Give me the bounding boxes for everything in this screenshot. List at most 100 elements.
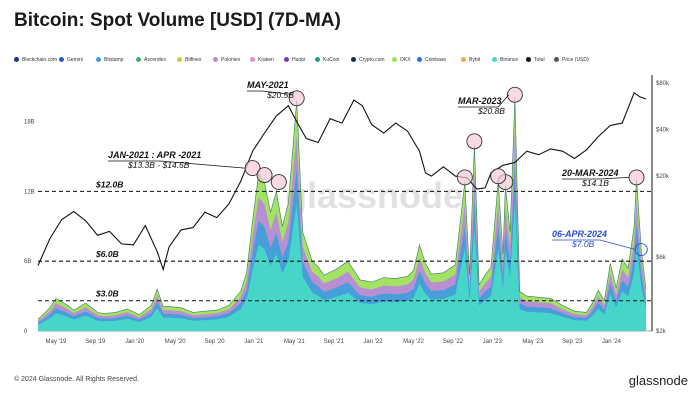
- legend-label: Total: [534, 57, 545, 63]
- x-tick-label: Sep '21: [324, 339, 345, 345]
- x-tick-label: Jan '22: [363, 339, 383, 345]
- legend-swatch: [315, 57, 320, 63]
- highlight-marker: [506, 86, 523, 103]
- annotation-title: MAR-2023: [458, 96, 502, 106]
- highlight-marker: [270, 174, 287, 191]
- copyright-footer: © 2024 Glassnode. All Rights Reserved.: [14, 376, 140, 383]
- legend-item[interactable]: Bitstamp: [96, 57, 123, 63]
- x-tick-label: May '19: [45, 339, 66, 345]
- legend-swatch: [351, 57, 356, 63]
- legend-item[interactable]: OKX: [392, 57, 411, 63]
- legend-item[interactable]: Binance: [492, 57, 518, 63]
- legend-label: OKX: [400, 57, 411, 63]
- legend-label: Bybit: [469, 57, 481, 63]
- legend-label: KuCoin: [323, 57, 340, 63]
- x-tick-label: May '23: [522, 339, 543, 345]
- y-left-tick-label: 6B: [24, 259, 31, 265]
- annotation-leader: [108, 160, 245, 169]
- annotation-title: 20-MAR-2024: [561, 168, 619, 178]
- y-right-tick-label: $2k: [656, 329, 667, 335]
- legend-item[interactable]: Poloniex: [213, 57, 240, 63]
- y-left-tick-label: 12B: [24, 189, 35, 195]
- y-right-tick-label: $80k: [656, 81, 670, 87]
- legend-swatch: [136, 57, 141, 63]
- legend-label: Poloniex: [221, 57, 241, 63]
- legend-label: Coinbase: [425, 57, 447, 63]
- y-left-tick-label: 18B: [24, 120, 35, 126]
- annotation-title: MAY-2021: [247, 80, 289, 90]
- legend-swatch: [213, 57, 218, 63]
- threshold-label: $6.0B: [95, 249, 119, 259]
- legend-item[interactable]: Bybit: [461, 57, 480, 63]
- legend-item[interactable]: Price (USD): [554, 57, 589, 63]
- price-line: [37, 92, 647, 272]
- legend-label: Bitfinex: [185, 57, 202, 63]
- legend-swatch: [284, 57, 289, 63]
- legend-swatch: [250, 57, 255, 63]
- highlight-marker: [628, 169, 645, 186]
- legend-label: Ascendex: [144, 57, 166, 63]
- annotation-value: $20.8B: [477, 106, 505, 116]
- legend-swatch: [14, 57, 19, 63]
- legend-swatch: [461, 57, 466, 63]
- legend-item[interactable]: Kraken: [250, 57, 274, 63]
- legend-swatch: [96, 57, 101, 63]
- annotation-value: $13.3B - $14.5B: [127, 160, 190, 170]
- legend-item[interactable]: Huobi: [284, 57, 305, 63]
- annotation-leader: [458, 94, 510, 108]
- annotation-value: $20.5B: [266, 90, 294, 100]
- x-tick-label: Jan '21: [244, 339, 264, 345]
- annotation-title: 06-APR-2024: [552, 229, 607, 239]
- x-tick-label: Sep '20: [204, 339, 225, 345]
- highlight-marker: [466, 133, 483, 150]
- threshold-label: $12.0B: [95, 179, 123, 189]
- legend-swatch: [526, 57, 531, 63]
- highlight-marker: [288, 90, 305, 107]
- legend-item[interactable]: Ascendex: [136, 57, 166, 63]
- chart-title: Bitcoin: Spot Volume [USD] (7D-MA): [14, 10, 341, 31]
- annotation-leader: [247, 90, 291, 95]
- legend-label: Gemini: [67, 57, 83, 63]
- highlight-marker: [456, 169, 473, 186]
- legend-item[interactable]: Coinbase: [417, 57, 446, 63]
- x-tick-label: Jan '20: [125, 339, 145, 345]
- legend-item[interactable]: Gemini: [59, 57, 83, 63]
- legend-swatch: [554, 57, 559, 63]
- y-right-tick-label: $40k: [656, 128, 670, 134]
- legend-item[interactable]: Crypto.com: [351, 57, 385, 63]
- legend-label: Kraken: [258, 57, 274, 63]
- legend-label: Price (USD): [562, 57, 589, 63]
- legend-item[interactable]: Bitfinex: [177, 57, 201, 63]
- highlight-marker: [490, 168, 507, 185]
- annotation-leader: [552, 239, 636, 250]
- legend-label: Crypto.com: [359, 57, 385, 63]
- x-tick-label: May '21: [284, 339, 305, 345]
- legend-item[interactable]: Total: [526, 57, 545, 63]
- legend-label: Bitstamp: [104, 57, 124, 63]
- highlight-marker: [244, 160, 261, 177]
- legend-label: Binance: [500, 57, 519, 63]
- legend-label: Blockchain.com: [22, 57, 58, 63]
- brand-logo: glassnode: [628, 373, 688, 388]
- annotation-title: JAN-2021 : APR -2021: [108, 150, 201, 160]
- x-tick-label: Jan '23: [483, 339, 503, 345]
- y-left-tick-label: 0: [24, 329, 28, 335]
- x-tick-label: Sep '22: [443, 339, 464, 345]
- x-tick-label: Jan '24: [602, 339, 622, 345]
- annotation-value: $7.0B: [571, 239, 595, 249]
- legend-item[interactable]: KuCoin: [315, 57, 339, 63]
- y-right-tick-label: $6k: [656, 255, 667, 261]
- x-tick-label: Sep '23: [562, 339, 583, 345]
- highlight-marker: [256, 167, 273, 184]
- threshold-label: $3.0B: [95, 289, 119, 299]
- legend-swatch: [417, 57, 422, 63]
- x-tick-label: May '20: [165, 339, 186, 345]
- legend-swatch: [392, 57, 397, 63]
- x-tick-label: Sep '19: [85, 339, 106, 345]
- y-right-tick-label: $20k: [656, 174, 670, 180]
- annotation-leader: [562, 177, 629, 180]
- x-tick-label: May '22: [403, 339, 424, 345]
- legend-item[interactable]: Blockchain.com: [14, 57, 57, 63]
- watermark-text: glassnode: [285, 175, 463, 216]
